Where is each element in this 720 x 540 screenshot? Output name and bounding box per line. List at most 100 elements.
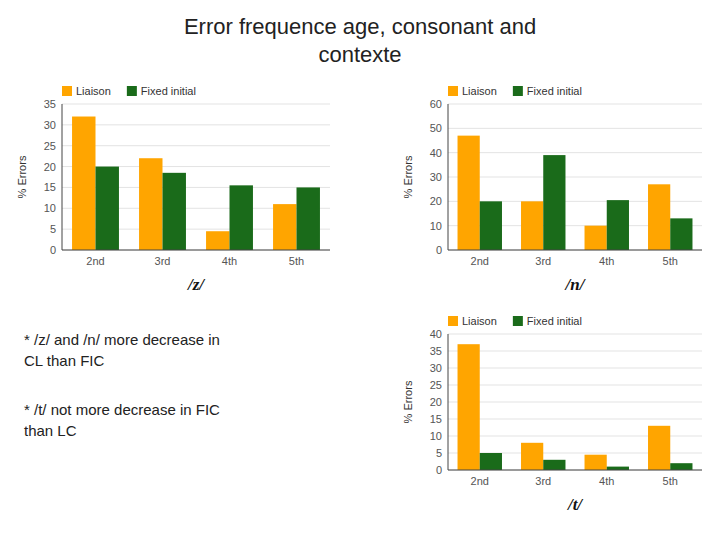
bar: [543, 460, 565, 470]
page-title: Error frequence age, consonant and contex…: [184, 14, 536, 67]
grid-line: [448, 250, 702, 251]
bar: [96, 167, 119, 250]
x-tick-label: 3rd: [535, 255, 551, 267]
y-tick-label: 60: [430, 98, 442, 110]
bar: [585, 226, 607, 250]
chart-title: /n/: [564, 275, 587, 294]
y-tick-label: 15: [44, 181, 56, 193]
legend: Liaison Fixed initial: [62, 85, 196, 97]
y-tick-label: 10: [430, 220, 442, 232]
grid-line: [62, 145, 330, 146]
bar: [543, 155, 565, 250]
legend-label: Fixed initial: [527, 85, 582, 97]
legend-label: Fixed initial: [527, 315, 582, 327]
y-axis-label: % Errors: [402, 155, 414, 198]
text-line: Error frequence age, consonant and: [184, 14, 536, 39]
legend-swatch: [62, 86, 72, 96]
y-axis-label: % Errors: [402, 380, 414, 423]
y-tick-label: 15: [430, 413, 442, 425]
x-tick-label: 2nd: [86, 255, 104, 267]
bar: [607, 200, 629, 250]
y-axis: [448, 104, 449, 250]
y-tick-label: 40: [430, 147, 442, 159]
legend-swatch: [513, 316, 523, 326]
grid-line: [448, 334, 702, 335]
x-tick-label: 5th: [663, 255, 678, 267]
legend-label: Liaison: [462, 315, 497, 327]
legend-swatch: [448, 86, 458, 96]
chart: 05101520253035402nd3rd4th5th% Errors/t/L…: [402, 315, 702, 514]
x-tick-label: 5th: [289, 255, 304, 267]
legend: LiaisonFixed initial: [448, 85, 582, 97]
bars: [72, 117, 320, 250]
grid-line: [62, 124, 330, 125]
legend-swatch: [127, 86, 137, 96]
text-line: * /t/ not more decrease in FIC: [24, 401, 220, 418]
y-tick-label: 10: [44, 202, 56, 214]
y-tick-label: 10: [430, 430, 442, 442]
bar: [607, 467, 629, 470]
page: Error frequence age, consonant and contex…: [0, 0, 720, 540]
y-tick-label: 30: [44, 119, 56, 131]
text-line: than LC: [24, 422, 77, 439]
y-tick-label: 25: [44, 140, 56, 152]
y-tick-label: 30: [430, 171, 442, 183]
bar: [480, 201, 502, 250]
bar: [521, 443, 543, 470]
legend-label: Fixed initial: [141, 85, 196, 97]
x-tick-label: 4th: [599, 255, 614, 267]
x-axis: [448, 250, 702, 251]
y-tick-label: 25: [430, 379, 442, 391]
x-tick-label: 4th: [599, 475, 614, 487]
bar: [480, 453, 502, 470]
bars: [458, 136, 693, 250]
grid-line: [448, 419, 702, 420]
legend-label: Liaison: [76, 85, 111, 97]
x-tick-label: 4th: [222, 255, 237, 267]
y-tick-label: 0: [50, 244, 56, 256]
x-axis: [62, 250, 330, 251]
legend-swatch: [448, 316, 458, 326]
y-tick-label: 0: [436, 244, 442, 256]
x-tick-label: 2nd: [471, 475, 489, 487]
bar: [521, 201, 543, 250]
y-tick-label: 0: [436, 464, 442, 476]
text-line: contexte: [318, 42, 401, 67]
bar: [648, 184, 670, 250]
legend: Liaison Fixed initial: [448, 315, 582, 327]
bar: [670, 463, 692, 470]
grid-line: [62, 250, 330, 251]
y-tick-label: 5: [50, 223, 56, 235]
grid-line: [448, 385, 702, 386]
y-axis: [62, 104, 63, 250]
x-tick-label: 2nd: [471, 255, 489, 267]
bar: [206, 231, 229, 250]
bar: [273, 204, 296, 250]
bar: [458, 136, 480, 250]
text-line: * /z/ and /n/ more decrease in: [24, 331, 220, 348]
grid-line: [448, 470, 702, 471]
x-tick-label: 3rd: [535, 475, 551, 487]
grid-line: [448, 351, 702, 352]
bars: [458, 344, 693, 470]
bar: [297, 187, 320, 250]
bar: [72, 117, 95, 250]
x-axis: [448, 470, 702, 471]
grid-line: [448, 152, 702, 153]
bar: [458, 344, 480, 470]
text-line: CL than FIC: [24, 352, 104, 369]
chart-title: /z/: [186, 275, 206, 294]
y-axis: [448, 334, 449, 470]
y-axis-label: % Errors: [16, 155, 28, 198]
bar: [163, 173, 186, 250]
bar: [139, 158, 162, 250]
y-tick-label: 50: [430, 122, 442, 134]
bar: [670, 218, 692, 250]
y-tick-label: 5: [436, 447, 442, 459]
x-tick-label: 5th: [663, 475, 678, 487]
grid-line: [448, 177, 702, 178]
x-tick-label: 3rd: [155, 255, 171, 267]
y-tick-label: 20: [430, 195, 442, 207]
y-tick-label: 30: [430, 362, 442, 374]
y-tick-label: 35: [430, 345, 442, 357]
